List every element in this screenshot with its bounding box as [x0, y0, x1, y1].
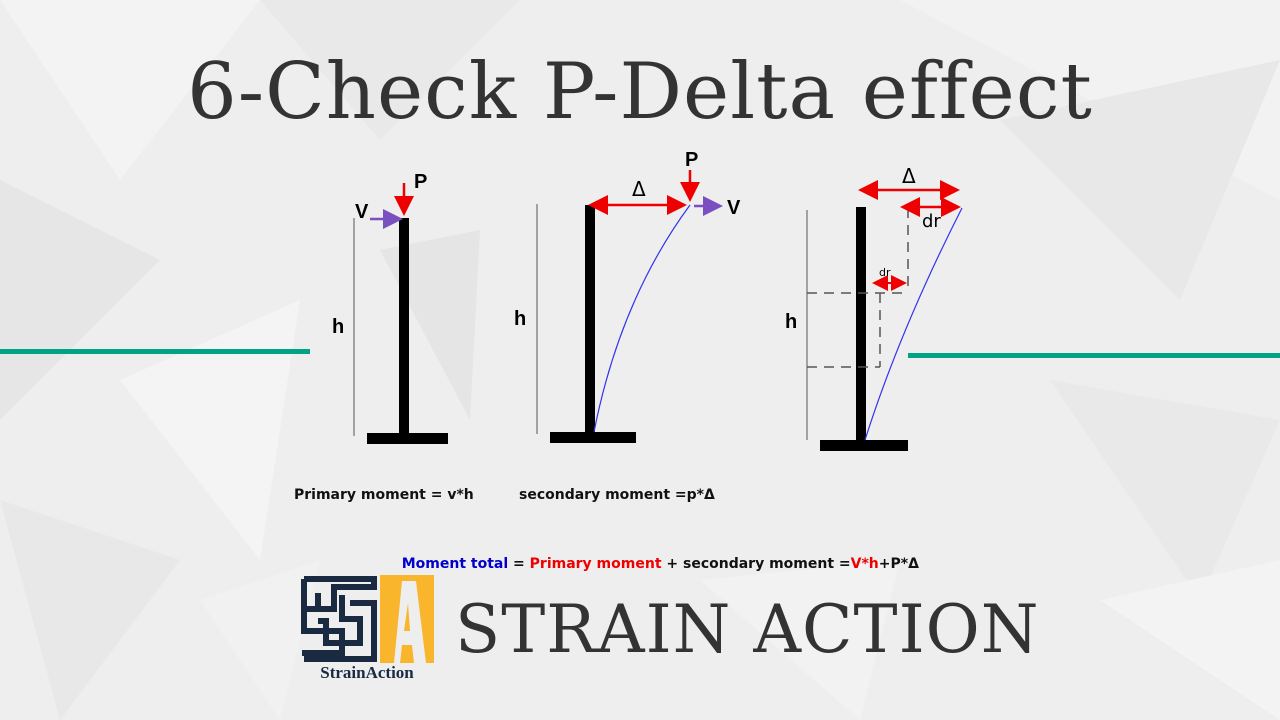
height-label: h [332, 316, 344, 338]
figure-undeformed-column: P V h [332, 171, 448, 444]
height-label: h [785, 311, 797, 333]
load-p-label: P [685, 149, 698, 171]
pdelta-term: +P*Δ [878, 556, 919, 572]
delta-label: Δ [632, 177, 646, 201]
strain-action-logo [301, 575, 434, 663]
total-label: Moment total [401, 556, 509, 572]
load-p-label: P [414, 171, 427, 193]
equals: = [508, 556, 530, 572]
figure-drift-column: Δ dr dr h [785, 164, 963, 451]
brand-name: STRAIN ACTION [455, 591, 1040, 668]
primary-term: Primary moment [529, 556, 662, 572]
logo-caption: StrainAction [320, 663, 414, 682]
accent-line-right [908, 353, 1280, 358]
height-label: h [514, 308, 526, 330]
figure-deflected-column: P V Δ h [514, 149, 741, 443]
drift-label-top: dr [922, 211, 941, 232]
load-v-label: V [355, 201, 369, 223]
load-v-label: V [727, 197, 741, 219]
total-moment-formula: Moment total = Primary moment + secondar… [392, 540, 919, 572]
delta-label: Δ [902, 164, 916, 188]
vh-term: V*h [850, 556, 879, 572]
accent-line-left [0, 349, 310, 354]
primary-moment-formula: Primary moment = v*h [294, 487, 474, 503]
secondary-term: + secondary moment = [661, 556, 851, 572]
drift-label-mid: dr [879, 266, 891, 279]
slide-title: 6-Check P-Delta effect [187, 47, 1093, 137]
secondary-moment-formula: secondary moment =p*Δ [519, 487, 715, 503]
